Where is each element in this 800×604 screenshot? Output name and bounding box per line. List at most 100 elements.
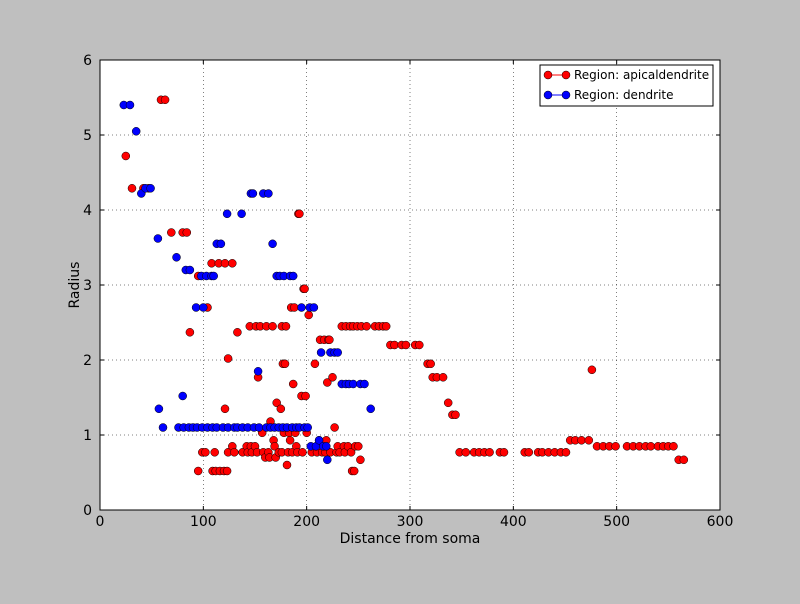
apical-point xyxy=(270,442,279,451)
apical-point xyxy=(451,410,460,420)
apical-point xyxy=(210,448,219,457)
dendrite-point xyxy=(146,184,155,193)
dendrite-point xyxy=(366,404,375,414)
apical-point xyxy=(577,436,586,445)
apical-point xyxy=(611,442,620,451)
apical-point xyxy=(679,455,689,465)
dendrite-point xyxy=(360,379,369,389)
apical-point xyxy=(669,442,678,451)
apical-point xyxy=(310,359,320,369)
apical-point xyxy=(499,448,509,457)
apical-point xyxy=(461,448,471,457)
y-axis-label: Radius xyxy=(67,262,83,309)
apical-point xyxy=(290,303,299,312)
dendrite-point xyxy=(237,209,246,219)
legend-marker-dendrite xyxy=(561,90,571,100)
apical-point xyxy=(230,448,239,457)
axis-ticks xyxy=(99,59,721,511)
apical-point xyxy=(268,322,277,331)
apical-point xyxy=(301,391,310,401)
dendrite-point xyxy=(268,239,277,249)
apical-point xyxy=(300,284,309,294)
apical-point xyxy=(222,466,232,476)
apical-point xyxy=(390,340,399,350)
apical-point xyxy=(381,322,391,331)
apical-point xyxy=(328,373,337,382)
legend-marker-apical xyxy=(561,70,571,80)
y-tick-label: 6 xyxy=(83,53,92,69)
apical-point xyxy=(346,448,356,457)
x-tick-label: 300 xyxy=(397,514,424,530)
x-tick-label: 400 xyxy=(500,514,527,530)
dendrite-point xyxy=(314,436,324,445)
dendrite-point xyxy=(264,189,273,198)
apical-point xyxy=(561,448,571,457)
apical-point xyxy=(276,404,286,414)
y-tick-label: 0 xyxy=(83,503,92,519)
dendrite-point xyxy=(178,391,187,401)
dendrite-point xyxy=(153,234,163,243)
dendrite-point xyxy=(172,253,181,262)
dendrite-point xyxy=(254,423,264,432)
apical-point xyxy=(295,209,304,219)
dendrite-point xyxy=(288,271,298,281)
apical-point xyxy=(207,259,216,268)
dendrite-point xyxy=(316,348,326,357)
dendrite-point xyxy=(209,271,218,281)
apical-point xyxy=(587,365,597,375)
dendrite-point xyxy=(253,367,263,376)
x-tick-label: 200 xyxy=(293,514,320,530)
apical-point xyxy=(160,95,170,105)
apical-point xyxy=(233,328,242,337)
dendrite-point xyxy=(222,209,232,219)
x-tick-label: 600 xyxy=(707,514,734,530)
x-axis-label: Distance from soma xyxy=(340,531,481,547)
apical-point xyxy=(182,228,192,237)
legend-label-apical: Region: apicaldendrite xyxy=(574,68,709,82)
dendrite-point xyxy=(323,455,332,465)
y-tick-label: 4 xyxy=(83,203,92,219)
dendrite-point xyxy=(309,303,319,312)
dendrite-point xyxy=(199,303,208,312)
apical-point xyxy=(443,398,453,408)
dendrite-point xyxy=(191,303,201,312)
apical-point xyxy=(349,466,359,476)
apical-point xyxy=(426,359,435,369)
dendrite-point xyxy=(158,423,168,432)
x-tick-label: 100 xyxy=(190,514,217,530)
y-tick-labels: 0 1 2 3 4 5 6 xyxy=(83,53,92,519)
dendrite-point xyxy=(333,348,342,357)
dendrite-point xyxy=(248,189,258,198)
dendrite-point xyxy=(348,379,358,389)
apical-point xyxy=(272,398,281,408)
dendrite-point xyxy=(185,265,195,275)
x-tick-label: 0 xyxy=(96,514,105,530)
apical-point xyxy=(223,354,233,363)
apical-point xyxy=(415,340,424,350)
y-tick-label: 3 xyxy=(83,278,92,294)
apical-point xyxy=(401,340,411,350)
apical-point xyxy=(280,359,290,369)
dendrite-point xyxy=(322,442,331,451)
apical-point xyxy=(121,151,131,161)
apical-point xyxy=(298,448,307,457)
dendrite-point xyxy=(297,303,306,312)
apical-point xyxy=(167,228,176,237)
dendrite-point xyxy=(125,100,135,110)
x-tick-label: 500 xyxy=(603,514,630,530)
grid-lines xyxy=(100,60,720,510)
y-tick-label: 2 xyxy=(83,353,92,369)
apical-point xyxy=(220,259,230,268)
apical-point xyxy=(485,448,494,457)
apical-point xyxy=(193,466,203,476)
apical-point xyxy=(323,378,332,387)
apical-point xyxy=(282,460,292,470)
apical-point xyxy=(285,436,295,445)
dendrite-point xyxy=(303,423,312,432)
apical-point xyxy=(288,379,298,389)
apical-point xyxy=(362,322,371,331)
y-tick-label: 5 xyxy=(83,128,92,144)
apical-point xyxy=(127,184,137,193)
apical-point xyxy=(281,322,291,331)
